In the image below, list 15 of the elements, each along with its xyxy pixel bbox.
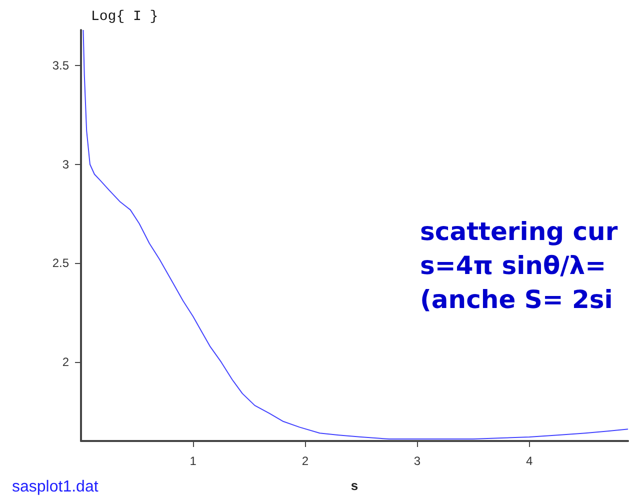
x-axis-title: s <box>350 478 358 493</box>
x-tick-label: 2 <box>302 454 309 468</box>
x-tick-label: 4 <box>526 454 534 468</box>
annotation: (anche S= 2si <box>420 285 613 314</box>
text: sasplot1.dat <box>12 478 99 496</box>
y-tick-label: 2.5 <box>52 256 70 270</box>
y-axis-title: Log{ I } <box>91 9 158 25</box>
annotation: scattering cur <box>420 217 618 246</box>
annotation: s=4π sinθ/λ= <box>420 251 606 280</box>
y-tick-label: 3 <box>62 157 70 172</box>
x-tick-label: 3 <box>414 454 421 468</box>
y-tick-label: 3.5 <box>52 58 70 73</box>
y-tick-label: 2 <box>62 354 70 369</box>
line-series <box>82 30 628 440</box>
x-tick-label: 1 <box>190 454 197 468</box>
